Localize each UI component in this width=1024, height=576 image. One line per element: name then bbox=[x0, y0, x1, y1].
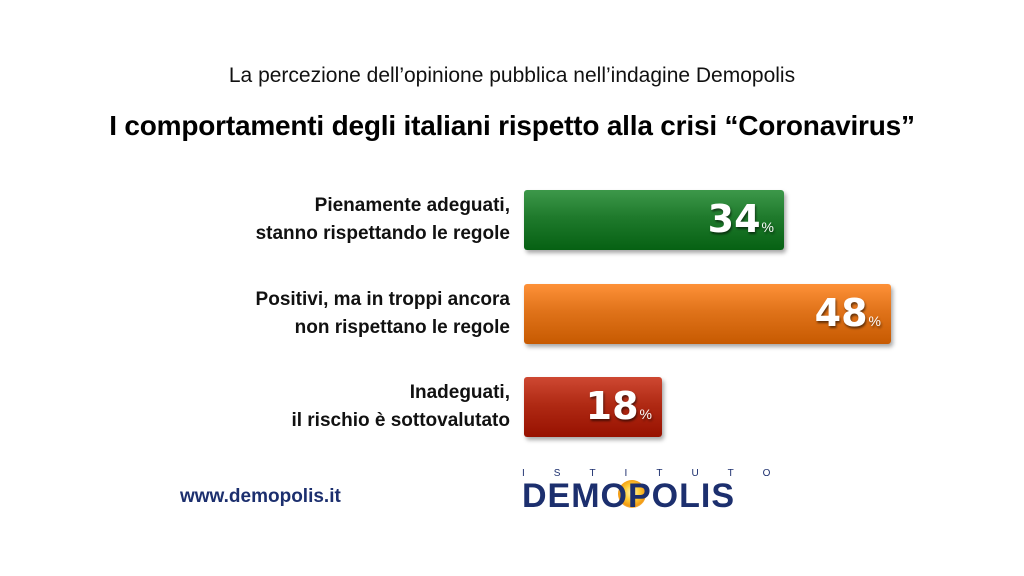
category-label-line: Inadeguati, bbox=[409, 382, 510, 403]
data-label-unit: % bbox=[761, 219, 774, 235]
bar: 34% bbox=[524, 190, 784, 250]
category-label-line: Pienamente adeguati, bbox=[314, 195, 510, 216]
data-label-value: 48 bbox=[814, 291, 868, 335]
logo-sun-icon bbox=[618, 480, 646, 508]
data-label-value: 18 bbox=[585, 384, 639, 428]
data-label-value: 34 bbox=[707, 197, 761, 241]
category-label: Positivi, ma in troppi ancora non rispett… bbox=[130, 286, 510, 342]
category-label-line: il rischio è sottovalutato bbox=[291, 410, 510, 431]
category-label-line: stanno rispettando le regole bbox=[255, 223, 510, 244]
category-label: Inadeguati, il rischio è sottovalutato bbox=[130, 379, 510, 435]
category-label-line: non rispettano le regole bbox=[294, 317, 510, 338]
data-label: 34% bbox=[708, 199, 774, 247]
data-label-unit: % bbox=[639, 406, 652, 422]
category-label-line: Positivi, ma in troppi ancora bbox=[255, 289, 510, 310]
data-label: 18% bbox=[586, 386, 652, 434]
bar: 18% bbox=[524, 377, 662, 437]
logo-subtitle: ISTITUTO bbox=[522, 468, 800, 479]
data-label: 48% bbox=[815, 293, 881, 341]
bar: 48% bbox=[524, 284, 891, 344]
chart-title: I comportamenti degli italiani rispetto … bbox=[109, 110, 915, 141]
subtitle: La percezione dell’opinione pubblica nel… bbox=[228, 64, 796, 87]
data-label-unit: % bbox=[868, 313, 881, 329]
category-label: Pienamente adeguati, stanno rispettando l… bbox=[130, 192, 510, 248]
logo: DEMOPOLIS bbox=[522, 477, 736, 515]
website-link[interactable]: www.demopolis.it bbox=[180, 486, 341, 507]
